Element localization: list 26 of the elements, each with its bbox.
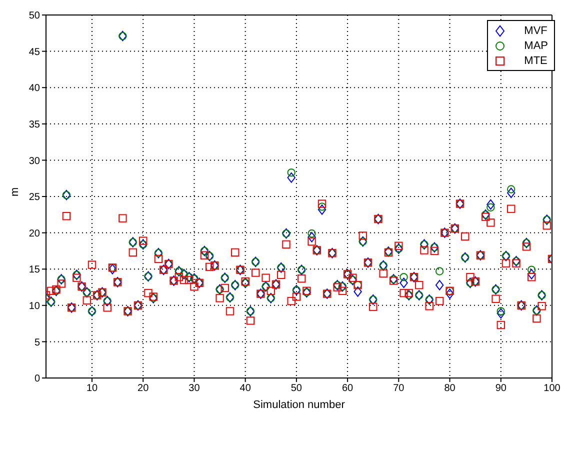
x-tick-label: 80 (444, 383, 456, 394)
y-axis-title: m (8, 187, 21, 196)
x-tick-label: 70 (393, 383, 405, 394)
y-tick-label: 20 (28, 228, 40, 240)
legend-label: MTE (524, 54, 548, 66)
y-tick-label: 45 (28, 46, 40, 58)
x-tick-label: 90 (495, 383, 507, 394)
x-tick-label: 40 (240, 383, 252, 394)
y-tick-label: 25 (28, 192, 40, 204)
x-tick-label: 10 (86, 383, 98, 394)
y-tick-label: 50 (28, 10, 40, 22)
y-tick-label: 0 (34, 374, 40, 385)
y-tick-label: 15 (28, 264, 40, 276)
x-tick-label: 60 (342, 383, 354, 394)
x-axis-title: Simulation number (253, 399, 346, 411)
y-tick-label: 40 (28, 83, 40, 94)
legend-label: MAP (524, 40, 548, 52)
legend-label: MVF (524, 24, 548, 36)
y-tick-label: 30 (28, 156, 40, 167)
x-tick-label: 20 (138, 383, 150, 394)
x-tick-label: 100 (544, 383, 561, 394)
x-tick-label: 50 (290, 383, 302, 394)
y-tick-label: 10 (28, 300, 40, 312)
y-tick-label: 5 (34, 337, 40, 348)
x-tick-label: 30 (188, 383, 200, 394)
y-tick-label: 35 (28, 119, 40, 130)
